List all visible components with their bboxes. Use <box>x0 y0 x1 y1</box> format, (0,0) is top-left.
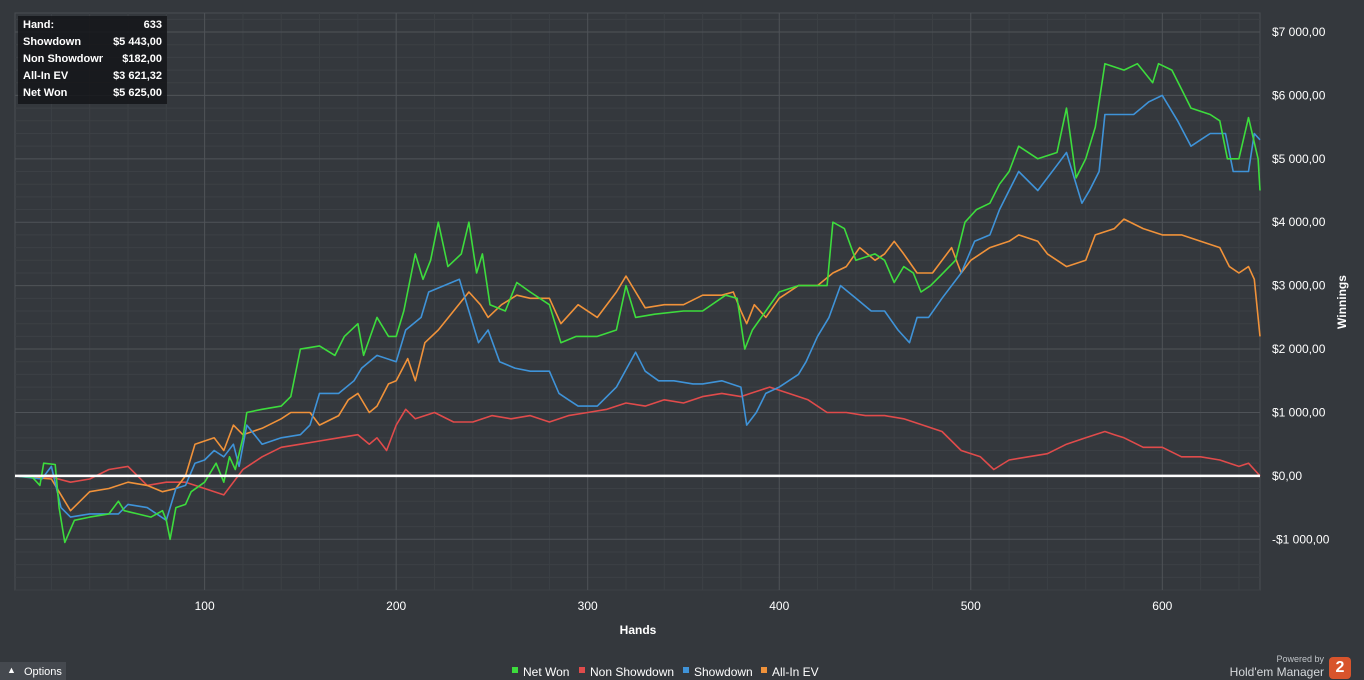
y-tick-label: $0,00 <box>1272 469 1302 483</box>
info-row-net-won: Net Won $5 625,00 <box>18 84 167 101</box>
info-label-all-in-ev: All-In EV <box>23 70 69 82</box>
chevron-up-icon: ▲ <box>7 665 16 675</box>
powered-by-branding: Powered by Hold'em Manager <box>1230 654 1324 679</box>
series-line-non-showdown <box>14 386 1261 496</box>
x-tick-label: 400 <box>769 599 789 613</box>
info-value-all-in-ev: $3 621,32 <box>113 70 162 82</box>
legend-swatch <box>761 667 767 673</box>
x-tick-label: 200 <box>386 599 406 613</box>
y-tick-label: $1 000,00 <box>1272 405 1326 419</box>
y-axis-title: Winnings <box>1335 275 1349 329</box>
x-tick-label: 100 <box>195 599 215 613</box>
y-tick-label: $4 000,00 <box>1272 215 1326 229</box>
info-row-non-showdown: Non Showdown $182,00 <box>18 50 167 67</box>
y-tick-label: -$1 000,00 <box>1272 532 1330 546</box>
series-lines <box>14 62 1261 544</box>
x-tick-label: 500 <box>961 599 981 613</box>
legend-label: Showdown <box>694 665 753 679</box>
y-axis-ticks: -$1 000,00 $0,00 $1 000,00 $2 000,00 $3 000,… <box>1272 25 1330 546</box>
legend-swatch <box>512 667 518 673</box>
minor-gridlines <box>15 13 1260 591</box>
info-value-showdown: $5 443,00 <box>113 36 162 48</box>
options-label: Options <box>24 666 62 678</box>
info-row-hand: Hand: 633 <box>18 16 167 33</box>
legend: Net Won Non Showdown Showdown All-In EV <box>512 665 819 679</box>
series-line-all-in-ev <box>14 218 1261 512</box>
info-label-non-showdown: Non Showdown <box>23 53 103 65</box>
info-value-hand: 633 <box>143 19 162 31</box>
series-line-showdown <box>14 94 1261 522</box>
x-axis-title: Hands <box>620 623 657 637</box>
y-tick-label: $3 000,00 <box>1272 279 1326 293</box>
y-tick-label: $7 000,00 <box>1272 25 1326 39</box>
legend-swatch <box>683 667 689 673</box>
product-name: Hold'em Manager <box>1229 665 1324 679</box>
hm2-logo-icon: 2 <box>1329 657 1351 679</box>
y-tick-label: $6 000,00 <box>1272 88 1326 102</box>
x-tick-label: 600 <box>1152 599 1172 613</box>
series-line-net-won <box>14 62 1261 544</box>
y-tick-label: $5 000,00 <box>1272 152 1326 166</box>
powered-by-text: Powered by <box>1276 654 1324 664</box>
plot-area <box>14 12 1261 591</box>
info-value-non-showdown: $182,00 <box>122 53 162 65</box>
legend-label: All-In EV <box>772 665 819 679</box>
x-axis-ticks: 100 200 300 400 500 600 <box>195 599 1173 613</box>
legend-label: Net Won <box>523 665 569 679</box>
info-label-hand: Hand: <box>23 19 55 31</box>
y-tick-label: $2 000,00 <box>1272 342 1326 356</box>
info-value-net-won: $5 625,00 <box>113 87 162 99</box>
hand-info-tooltip: Hand: 633 Showdown $5 443,00 Non Showdow… <box>18 16 167 104</box>
info-row-showdown: Showdown $5 443,00 <box>18 33 167 50</box>
options-button[interactable]: ▲ Options <box>0 662 66 680</box>
info-row-all-in-ev: All-In EV $3 621,32 <box>18 67 167 84</box>
info-label-showdown: Showdown <box>23 36 82 48</box>
x-tick-label: 300 <box>578 599 598 613</box>
legend-swatch <box>579 667 585 673</box>
info-label-net-won: Net Won <box>23 87 68 99</box>
legend-label: Non Showdown <box>590 665 674 679</box>
